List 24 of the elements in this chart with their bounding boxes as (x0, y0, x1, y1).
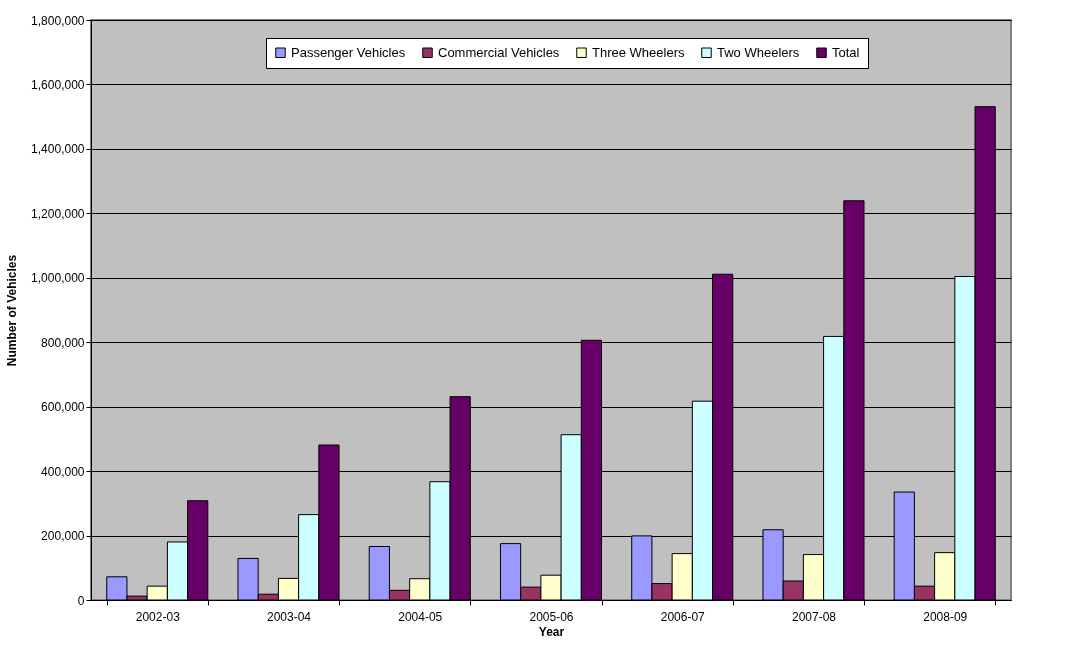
legend-label: Three Wheelers (592, 44, 685, 60)
y-tick-label: 200,000 (41, 529, 85, 544)
x-tick-label: 2007-08 (791, 609, 837, 624)
x-tick-label: 2008-09 (923, 609, 968, 624)
legend-label: Total (832, 44, 860, 60)
y-tick-label: 0 (77, 593, 85, 608)
x-tick-label: 2005-06 (529, 609, 574, 624)
y-tick-label: 800,000 (41, 335, 85, 350)
y-tick-label: 1,800,000 (31, 13, 85, 28)
y-axis-title: Number of Vehicles (5, 254, 20, 367)
y-tick-label: 400,000 (41, 464, 85, 479)
y-tick-label: 1,400,000 (31, 142, 85, 157)
y-tick-label: 1,600,000 (31, 77, 85, 92)
x-tick-label: 2003-04 (266, 609, 312, 624)
x-axis-title: Year (538, 624, 565, 639)
x-tick-label: 2004-05 (398, 609, 443, 624)
x-tick-label: 2002-03 (135, 609, 181, 624)
legend-label: Commercial Vehicles (438, 44, 560, 60)
y-tick-label: 600,000 (41, 400, 85, 415)
y-tick-label: 1,200,000 (31, 206, 85, 221)
x-tick-label: 2006-07 (660, 609, 706, 624)
y-tick-label: 1,000,000 (31, 271, 85, 286)
legend-label: Passenger Vehicles (291, 44, 406, 60)
legend-label: Two Wheelers (717, 44, 800, 60)
